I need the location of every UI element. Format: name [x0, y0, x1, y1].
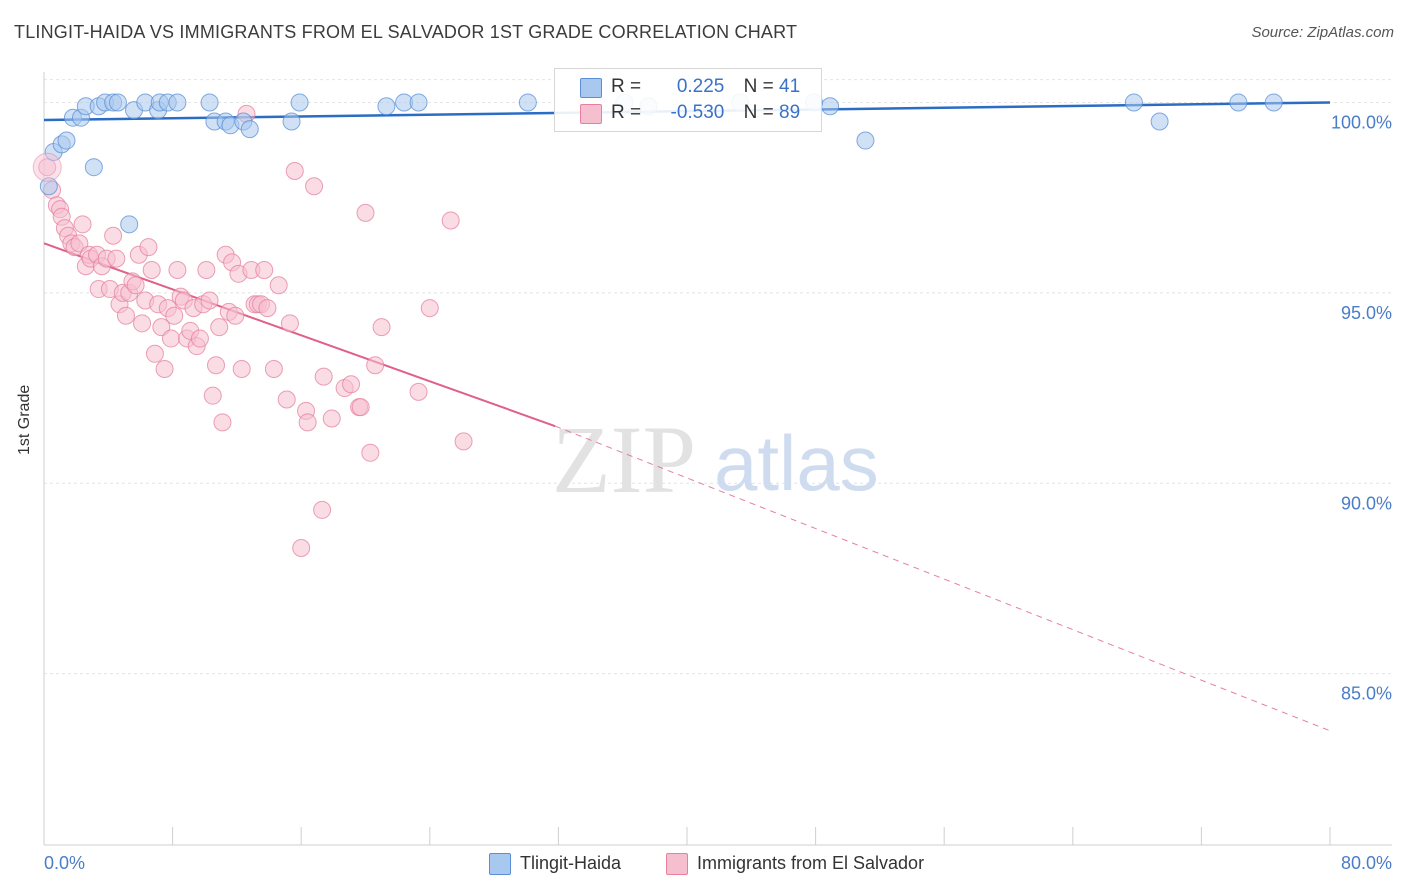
stats-n-label: N =: [743, 102, 780, 123]
y-tick-label: 95.0%: [1341, 303, 1392, 323]
watermark: ZIP atlas: [552, 406, 879, 513]
point-tlingit-haida: [57, 131, 76, 150]
point-el-salvador: [285, 162, 304, 181]
stats-r-value: 0.225: [676, 76, 725, 97]
point-el-salvador: [356, 203, 375, 222]
point-tlingit-haida: [1264, 93, 1283, 112]
point-tlingit-haida: [84, 158, 103, 177]
point-el-salvador: [213, 413, 232, 432]
point-el-salvador: [366, 356, 385, 375]
stats-legend: R = 0.225 N = 41 R = -0.530 N = 89: [554, 68, 822, 132]
legend-swatch-tlingit: [489, 853, 511, 875]
point-el-salvador: [361, 443, 380, 462]
point-el-salvador: [269, 276, 288, 295]
y-tick-label: 90.0%: [1341, 493, 1392, 513]
point-el-salvador: [142, 261, 161, 280]
point-el-salvador: [161, 329, 180, 348]
y-tick-label: 100.0%: [1331, 112, 1392, 132]
stats-r-label: R =: [611, 102, 647, 123]
point-tlingit-haida: [518, 93, 537, 112]
trend-line-el-salvador: [43, 242, 556, 428]
point-tlingit-haida: [1229, 93, 1248, 112]
point-el-salvador: [441, 211, 460, 230]
y-tick-label: 85.0%: [1341, 684, 1392, 704]
point-tlingit-haida: [168, 93, 187, 112]
point-el-salvador: [197, 261, 216, 280]
point-tlingit-haida: [120, 215, 139, 234]
point-el-salvador: [145, 344, 164, 363]
point-tlingit-haida: [1150, 112, 1169, 131]
point-tlingit-haida: [409, 93, 428, 112]
stats-swatch-tlingit: [580, 78, 602, 98]
point-el-salvador: [314, 367, 333, 386]
point-el-salvador: [207, 356, 226, 375]
x-tick-label: 80.0%: [1341, 853, 1392, 873]
point-tlingit-haida: [39, 177, 58, 196]
point-el-salvador: [258, 299, 277, 318]
point-el-salvador: [292, 538, 311, 557]
point-el-salvador: [322, 409, 341, 428]
point-el-salvador: [203, 386, 222, 405]
point-tlingit-haida: [282, 112, 301, 131]
series-legend: Tlingit-Haida Immigrants from El Salvado…: [0, 852, 1406, 876]
point-el-salvador: [342, 375, 361, 394]
stats-n-label: N =: [743, 76, 780, 97]
point-el-salvador: [168, 261, 187, 280]
point-el-salvador: [139, 238, 158, 257]
y-axis-label: 1st Grade: [16, 384, 33, 455]
point-el-salvador: [351, 398, 370, 417]
point-el-salvador: [190, 329, 209, 348]
point-tlingit-haida: [200, 93, 219, 112]
chart-title: TLINGIT-HAIDA VS IMMIGRANTS FROM EL SALV…: [14, 22, 798, 42]
point-tlingit-haida: [290, 93, 309, 112]
point-tlingit-haida: [821, 97, 840, 116]
point-el-salvador: [454, 432, 473, 451]
point-el-salvador: [226, 306, 245, 325]
point-el-salvador: [126, 276, 145, 295]
point-el-salvador: [73, 215, 92, 234]
point-el-salvador: [232, 360, 251, 379]
legend-label-tlingit: Tlingit-Haida: [520, 853, 622, 873]
point-el-salvador: [255, 261, 274, 280]
stats-n-value: 41: [779, 76, 801, 97]
point-el-salvador: [32, 152, 62, 182]
tick-labels: 85.0% 90.0% 95.0% 100.0% 0.0% 80.0%: [44, 112, 1392, 873]
point-el-salvador: [200, 291, 219, 310]
point-tlingit-haida: [108, 93, 127, 112]
point-el-salvador: [313, 500, 332, 519]
legend-swatch-elsalvador: [666, 853, 688, 875]
point-el-salvador: [409, 382, 428, 401]
x-tick-label: 0.0%: [44, 853, 85, 873]
point-el-salvador: [372, 318, 391, 337]
point-el-salvador: [305, 177, 324, 196]
point-el-salvador: [155, 360, 174, 379]
point-tlingit-haida: [240, 120, 259, 139]
source-label: Source: ZipAtlas.com: [1251, 24, 1394, 41]
point-el-salvador: [104, 226, 123, 245]
point-el-salvador: [298, 413, 317, 432]
stats-swatch-elsalvador: [580, 104, 602, 124]
watermark-zip: ZIP: [552, 406, 696, 513]
point-el-salvador: [38, 158, 57, 177]
point-tlingit-haida: [377, 97, 396, 116]
point-tlingit-haida: [1124, 93, 1143, 112]
legend-label-elsalvador: Immigrants from El Salvador: [697, 853, 925, 873]
axes: [43, 72, 1392, 846]
point-tlingit-haida: [856, 131, 875, 150]
point-el-salvador: [277, 390, 296, 409]
point-el-salvador: [133, 314, 152, 333]
watermark-atlas: atlas: [714, 419, 879, 507]
point-el-salvador: [210, 318, 229, 337]
point-el-salvador: [165, 306, 184, 325]
stats-r-value: -0.530: [670, 102, 725, 123]
stats-n-value: 89: [779, 102, 801, 123]
trend-line-el-salvador-extrapolated: [555, 425, 1331, 732]
point-el-salvador: [116, 306, 135, 325]
point-el-salvador: [107, 249, 126, 268]
point-el-salvador: [280, 314, 299, 333]
point-el-salvador: [420, 299, 439, 318]
point-el-salvador: [264, 360, 283, 379]
stats-r-label: R =: [611, 76, 647, 97]
